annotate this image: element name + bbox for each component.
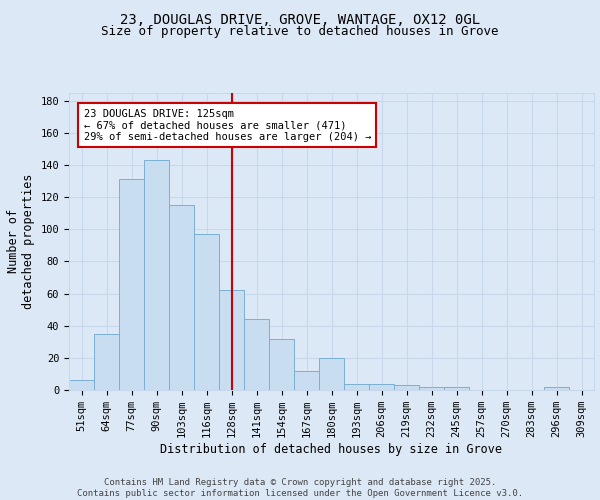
Text: 23 DOUGLAS DRIVE: 125sqm
← 67% of detached houses are smaller (471)
29% of semi-: 23 DOUGLAS DRIVE: 125sqm ← 67% of detach… xyxy=(83,108,371,142)
Bar xyxy=(194,234,219,390)
Bar xyxy=(69,380,94,390)
Text: Contains HM Land Registry data © Crown copyright and database right 2025.
Contai: Contains HM Land Registry data © Crown c… xyxy=(77,478,523,498)
Bar xyxy=(544,387,569,390)
Bar xyxy=(394,385,419,390)
Text: Size of property relative to detached houses in Grove: Size of property relative to detached ho… xyxy=(101,25,499,38)
Bar xyxy=(219,290,244,390)
Bar xyxy=(94,334,119,390)
Bar xyxy=(119,180,144,390)
Bar xyxy=(419,387,444,390)
Bar xyxy=(269,338,294,390)
Text: 23, DOUGLAS DRIVE, GROVE, WANTAGE, OX12 0GL: 23, DOUGLAS DRIVE, GROVE, WANTAGE, OX12 … xyxy=(120,12,480,26)
Bar xyxy=(144,160,169,390)
Bar xyxy=(344,384,369,390)
Bar xyxy=(369,384,394,390)
Bar xyxy=(319,358,344,390)
X-axis label: Distribution of detached houses by size in Grove: Distribution of detached houses by size … xyxy=(161,443,503,456)
Bar xyxy=(444,387,469,390)
Bar xyxy=(294,370,319,390)
Bar xyxy=(244,319,269,390)
Bar xyxy=(169,205,194,390)
Y-axis label: Number of
detached properties: Number of detached properties xyxy=(7,174,35,309)
